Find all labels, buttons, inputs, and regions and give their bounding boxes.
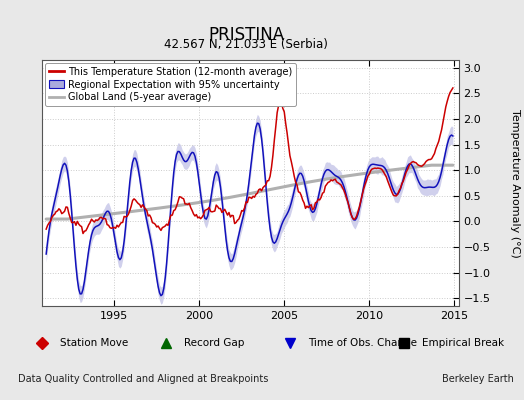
Text: Berkeley Earth: Berkeley Earth <box>442 374 514 384</box>
Text: Station Move: Station Move <box>60 338 129 348</box>
Text: Time of Obs. Change: Time of Obs. Change <box>308 338 417 348</box>
Text: 42.567 N, 21.033 E (Serbia): 42.567 N, 21.033 E (Serbia) <box>165 38 328 51</box>
Legend: This Temperature Station (12-month average), Regional Expectation with 95% uncer: This Temperature Station (12-month avera… <box>45 63 296 106</box>
Text: PRISTINA: PRISTINA <box>208 26 285 44</box>
Text: Data Quality Controlled and Aligned at Breakpoints: Data Quality Controlled and Aligned at B… <box>18 374 269 384</box>
Text: Record Gap: Record Gap <box>184 338 245 348</box>
Text: Empirical Break: Empirical Break <box>422 338 504 348</box>
Y-axis label: Temperature Anomaly (°C): Temperature Anomaly (°C) <box>510 109 520 257</box>
